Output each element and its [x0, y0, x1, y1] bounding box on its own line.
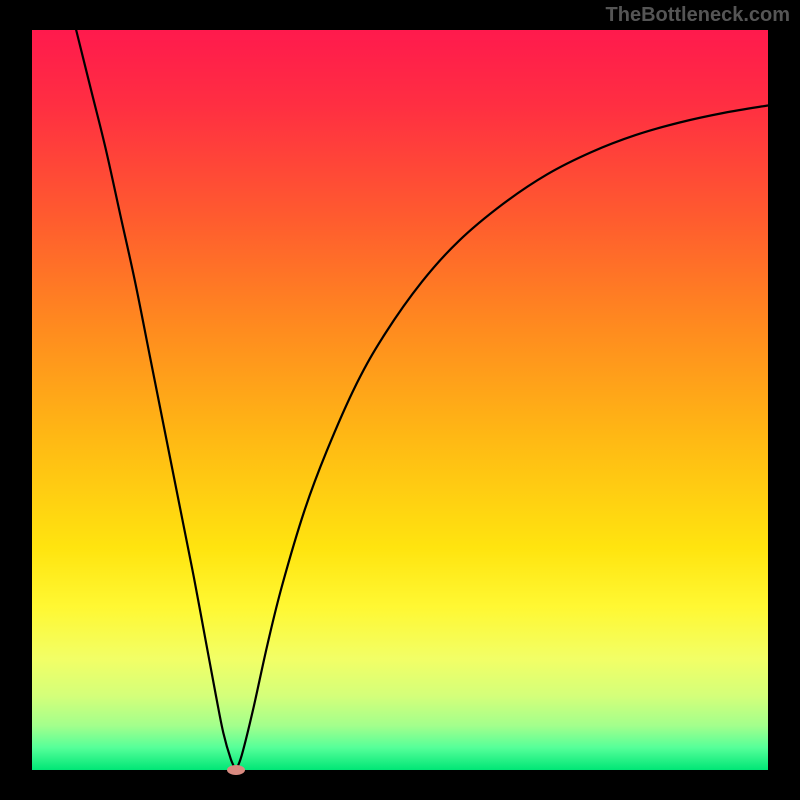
plot-area	[32, 30, 768, 770]
bottleneck-curve	[76, 30, 768, 770]
watermark-text: TheBottleneck.com	[606, 4, 790, 27]
minimum-marker	[227, 765, 245, 775]
chart-container: { "source_watermark": "TheBottleneck.com…	[0, 0, 800, 800]
curve-layer	[32, 30, 768, 770]
